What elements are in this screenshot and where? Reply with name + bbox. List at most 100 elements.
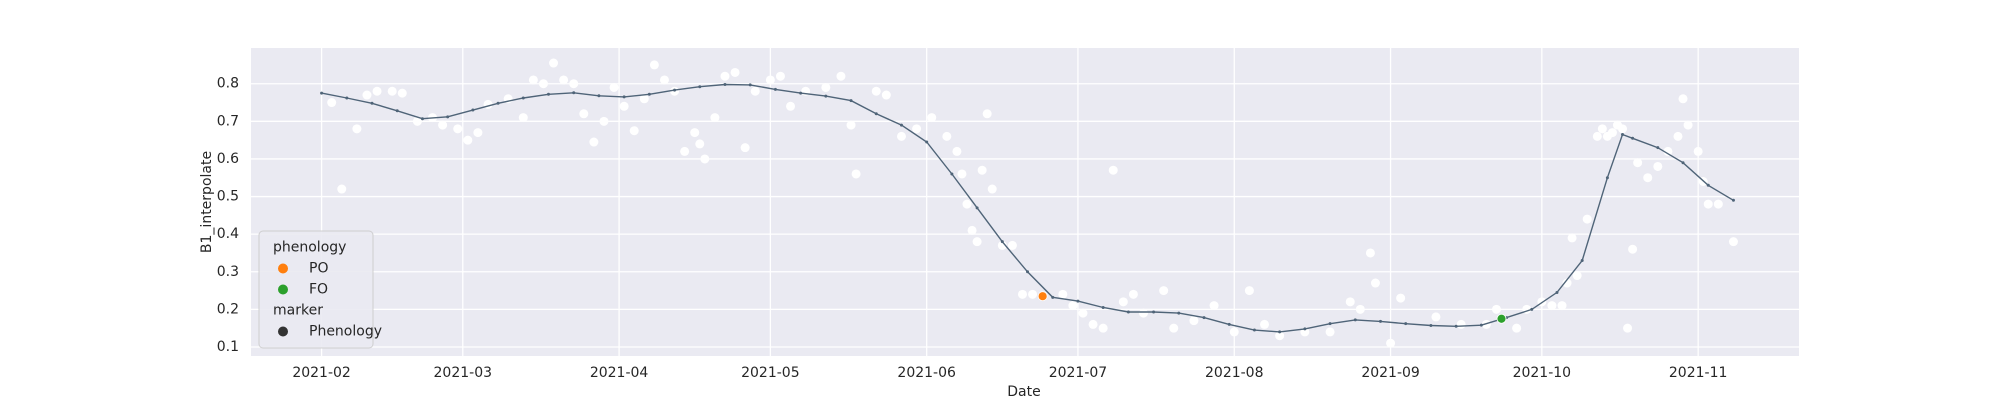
line-vertex — [572, 91, 576, 95]
raw-point — [1643, 173, 1653, 183]
line-vertex — [1177, 311, 1181, 315]
line-vertex — [546, 92, 550, 96]
raw-point — [1547, 301, 1557, 311]
raw-point — [942, 131, 952, 141]
line-vertex — [471, 108, 475, 112]
line-vertex — [622, 95, 626, 99]
raw-point — [962, 199, 972, 209]
y-tick-label: 0.4 — [217, 226, 239, 242]
raw-point — [1512, 323, 1522, 333]
raw-point — [629, 126, 639, 136]
raw-point — [649, 60, 659, 70]
line-vertex — [1530, 307, 1534, 311]
y-tick-label: 0.6 — [217, 151, 239, 167]
line-vertex — [1580, 258, 1584, 262]
raw-point — [836, 71, 846, 81]
raw-point — [1491, 304, 1501, 314]
line-vertex — [597, 94, 601, 98]
raw-point — [1673, 131, 1683, 141]
raw-point — [1683, 120, 1693, 130]
raw-point — [1633, 158, 1643, 168]
line-vertex — [824, 94, 828, 98]
line-vertex — [1278, 330, 1282, 334]
raw-point — [1396, 293, 1406, 303]
raw-point — [1229, 327, 1239, 337]
raw-point — [372, 86, 382, 96]
line-vertex — [799, 91, 803, 95]
raw-point — [589, 137, 599, 147]
line-vertex — [1252, 328, 1256, 332]
line-vertex — [1404, 322, 1408, 326]
x-tick-label: 2021-07 — [1049, 365, 1108, 381]
line-vertex — [1681, 161, 1685, 165]
x-tick-label: 2021-06 — [897, 365, 956, 381]
legend-marker — [278, 326, 288, 337]
raw-point — [453, 124, 463, 134]
raw-point — [1713, 199, 1723, 209]
raw-point — [1078, 308, 1088, 318]
line-vertex — [950, 172, 954, 176]
x-tick-label: 2021-10 — [1513, 365, 1572, 381]
legend-marker — [278, 263, 288, 274]
raw-point — [1618, 124, 1628, 134]
legend-label: FO — [309, 282, 328, 298]
raw-point — [1607, 128, 1617, 138]
line-vertex — [1631, 136, 1635, 140]
line-vertex — [1000, 240, 1004, 244]
raw-point — [1663, 146, 1673, 156]
raw-point — [1365, 248, 1375, 258]
line-vertex — [345, 96, 349, 100]
raw-point — [957, 169, 967, 179]
raw-point — [680, 146, 690, 156]
raw-point — [1108, 165, 1118, 175]
raw-point — [1275, 331, 1285, 341]
y-tick-label: 0.8 — [217, 76, 239, 92]
raw-point — [1244, 286, 1254, 296]
raw-point — [786, 101, 796, 111]
raw-point — [1355, 304, 1365, 314]
raw-point — [639, 94, 649, 104]
y-tick-label: 0.3 — [217, 264, 239, 280]
raw-point — [1481, 319, 1491, 329]
raw-point — [1728, 237, 1738, 247]
raw-point — [750, 86, 760, 96]
line-vertex — [1303, 327, 1307, 331]
raw-point — [1007, 240, 1017, 250]
raw-point — [927, 113, 937, 123]
raw-point — [1325, 327, 1335, 337]
raw-point — [1572, 271, 1582, 281]
raw-point — [846, 120, 856, 130]
line-vertex — [1101, 305, 1105, 309]
line-vertex — [1555, 290, 1559, 294]
line-vertex — [1076, 299, 1080, 303]
x-tick-label: 2021-11 — [1669, 365, 1728, 381]
raw-point — [982, 109, 992, 119]
line-vertex — [723, 82, 727, 86]
line-vertex — [420, 117, 424, 121]
raw-point — [710, 113, 720, 123]
legend-marker — [278, 284, 288, 295]
line-vertex — [1731, 198, 1735, 202]
raw-point — [1088, 319, 1098, 329]
line-vertex — [1202, 316, 1206, 320]
raw-point — [1386, 338, 1396, 348]
raw-point — [765, 75, 775, 85]
raw-point — [1582, 214, 1592, 224]
raw-point — [730, 67, 740, 77]
line-vertex — [673, 88, 677, 92]
y-tick-label: 0.2 — [217, 301, 239, 317]
raw-point — [1068, 301, 1078, 311]
phenology-point — [1037, 291, 1048, 302]
raw-point — [438, 120, 448, 130]
line-vertex — [1227, 322, 1231, 326]
raw-point — [1345, 297, 1355, 307]
line-vertex — [647, 92, 651, 96]
x-tick-label: 2021-05 — [741, 365, 800, 381]
x-tick-label: 2021-09 — [1361, 365, 1420, 381]
line-vertex — [370, 101, 374, 105]
raw-point — [740, 143, 750, 153]
raw-point — [1628, 244, 1638, 254]
raw-point — [987, 184, 997, 194]
raw-point — [1456, 319, 1466, 329]
